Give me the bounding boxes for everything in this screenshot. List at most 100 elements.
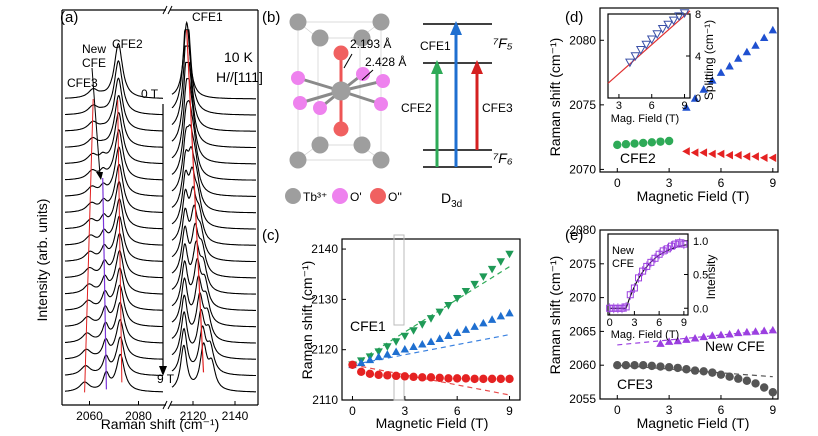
- inset-d-ylabel: Splitting (cm⁻¹): [702, 20, 716, 100]
- spectrum-right: [171, 29, 256, 116]
- data-point: [426, 315, 436, 323]
- panel-a-xlabel: Raman shift (cm⁻¹): [101, 416, 220, 432]
- bond1-pointer: [343, 53, 353, 69]
- tb-center-atom: [331, 81, 351, 101]
- data-point: [383, 343, 392, 351]
- data-point: [487, 315, 497, 323]
- data-point: [716, 149, 725, 159]
- data-point: [418, 373, 427, 382]
- spectrum-right: [171, 274, 256, 328]
- data-point: [759, 33, 769, 42]
- tb-atom: [289, 13, 307, 31]
- inset-e-xlabel: Mag. Field (T): [611, 329, 679, 341]
- data-point: [613, 361, 622, 370]
- guide-new-cfe: [102, 177, 108, 390]
- y-tick-label: 2120: [311, 343, 338, 357]
- inset-point: [676, 239, 684, 247]
- y-tick-label: 8: [695, 9, 701, 21]
- inset-point: [657, 25, 668, 34]
- y-tick-label: 2080: [569, 223, 596, 237]
- data-point: [751, 327, 760, 335]
- x-tick-label: 0: [349, 404, 356, 418]
- inset-fit: [607, 10, 691, 84]
- data-point: [479, 273, 488, 281]
- tb-atom: [311, 29, 329, 47]
- data-point: [613, 140, 622, 150]
- spectrum-left: [65, 318, 163, 360]
- inset-point: [635, 274, 643, 282]
- y-tick-label: 2055: [569, 392, 596, 406]
- inset-point: [618, 304, 626, 312]
- o-prime-atom: [374, 97, 388, 111]
- o-prime-legend-marker: [332, 188, 348, 204]
- x-tick-label: 2060: [76, 409, 103, 423]
- axis-break: [162, 5, 168, 15]
- spectrum-left: [64, 284, 164, 328]
- annot-9T: 9 T: [157, 372, 175, 386]
- spectrum-left: [65, 94, 163, 148]
- data-point: [505, 374, 514, 384]
- data-point: [400, 344, 410, 353]
- data-point: [708, 331, 717, 339]
- x-tick-label: 2120: [180, 409, 207, 423]
- data-point: [479, 318, 488, 327]
- data-point: [682, 365, 691, 374]
- inset-point: [610, 304, 618, 312]
- data-point: [444, 331, 453, 339]
- fit-line: [617, 364, 773, 378]
- annot-new-cfe-1: New: [82, 42, 106, 56]
- data-point: [656, 339, 665, 347]
- spectrum-right: [171, 61, 256, 149]
- data-point: [664, 136, 674, 146]
- data-point: [690, 148, 699, 157]
- spectrum-right: [171, 240, 256, 295]
- guide-cfe2: [117, 99, 123, 383]
- data-point: [391, 347, 401, 356]
- bond1-label: 2.193 Å: [350, 36, 391, 51]
- data-point: [356, 367, 366, 377]
- inset-point: [663, 20, 673, 30]
- inset-d-xlabel: Mag. Field (T): [611, 113, 679, 125]
- data-point: [699, 85, 708, 93]
- x-tick-label: 2140: [222, 409, 249, 423]
- data-point: [699, 367, 708, 376]
- energy-level-diagram: CFE1 CFE2 CFE3 ⁷F₅ ⁷F₆ D3d: [401, 21, 513, 210]
- data-point: [768, 153, 777, 162]
- data-point: [444, 302, 453, 310]
- data-point: [708, 368, 717, 377]
- plot-frame: [599, 7, 779, 173]
- bond2-label: 2.428 Å: [365, 54, 406, 69]
- level-label-cfe2: CFE2: [401, 101, 432, 115]
- spectrum-right: [171, 325, 256, 377]
- spectrum-left: [65, 301, 164, 344]
- data-point: [768, 25, 778, 34]
- data-point: [452, 295, 462, 303]
- spectrum-left: [65, 128, 163, 181]
- data-point: [356, 358, 366, 367]
- data-point: [751, 379, 760, 388]
- guide-cfe3: [84, 98, 94, 393]
- axis-break: [162, 400, 168, 410]
- spectrum-left: [65, 60, 163, 116]
- data-point: [348, 360, 357, 369]
- inset-point: [622, 303, 630, 311]
- spectrum-left: [65, 267, 163, 311]
- data-point: [768, 388, 778, 397]
- y-tick-label: 2110: [312, 393, 338, 407]
- data-point: [409, 342, 418, 351]
- data-point: [505, 250, 514, 259]
- data-point: [470, 322, 479, 330]
- inset-point: [635, 46, 646, 55]
- data-point: [479, 374, 488, 384]
- data-point: [699, 332, 708, 341]
- data-point: [751, 152, 759, 161]
- data-point: [768, 325, 778, 334]
- data-point: [435, 373, 444, 383]
- panel-b: (b) 2.193 Å 2.428 Å Tb³⁺ O' O'' CFE1 CFE…: [262, 9, 513, 210]
- inset-point: [606, 304, 614, 312]
- x-tick-label: 0: [614, 403, 621, 417]
- x-tick-label: 0: [607, 317, 613, 329]
- data-point: [682, 103, 691, 111]
- spectrum-left: [64, 112, 163, 165]
- inset-e-label-1: New: [612, 245, 634, 257]
